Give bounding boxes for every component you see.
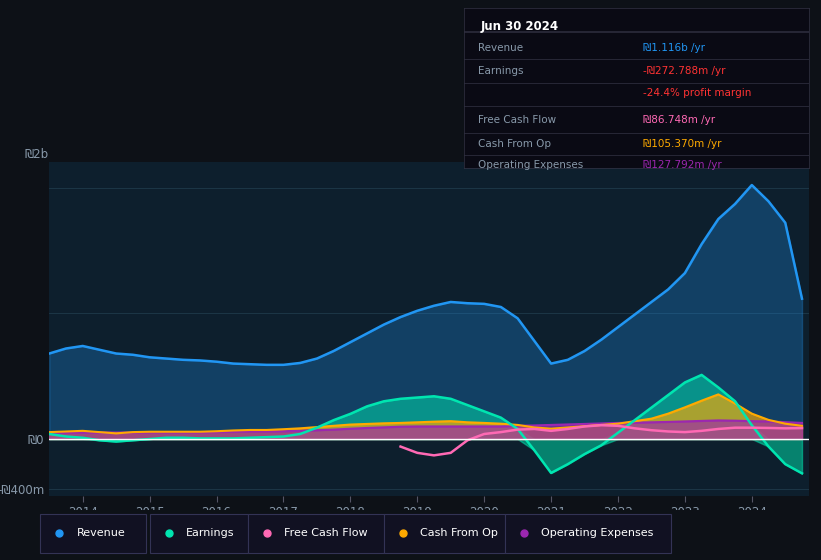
- Text: Earnings: Earnings: [478, 66, 523, 76]
- Text: Cash From Op: Cash From Op: [478, 139, 551, 149]
- FancyBboxPatch shape: [248, 514, 384, 553]
- FancyBboxPatch shape: [150, 514, 248, 553]
- FancyBboxPatch shape: [40, 514, 146, 553]
- Text: Revenue: Revenue: [478, 43, 523, 53]
- Text: ₪105.370m /yr: ₪105.370m /yr: [643, 139, 722, 149]
- Text: ₪127.792m /yr: ₪127.792m /yr: [643, 160, 722, 170]
- Text: Cash From Op: Cash From Op: [420, 529, 498, 538]
- Text: ₪86.748m /yr: ₪86.748m /yr: [643, 115, 715, 125]
- FancyBboxPatch shape: [505, 514, 671, 553]
- Text: ₪1.116b /yr: ₪1.116b /yr: [643, 43, 705, 53]
- Text: Operating Expenses: Operating Expenses: [478, 160, 583, 170]
- Text: Operating Expenses: Operating Expenses: [541, 529, 654, 538]
- Text: Free Cash Flow: Free Cash Flow: [478, 115, 556, 125]
- Text: -₪272.788m /yr: -₪272.788m /yr: [643, 66, 726, 76]
- Text: -24.4% profit margin: -24.4% profit margin: [643, 88, 751, 98]
- Text: ₪2b: ₪2b: [25, 147, 48, 161]
- Text: Revenue: Revenue: [76, 529, 126, 538]
- Text: Jun 30 2024: Jun 30 2024: [481, 20, 559, 32]
- FancyBboxPatch shape: [384, 514, 505, 553]
- Text: Free Cash Flow: Free Cash Flow: [284, 529, 368, 538]
- Text: Earnings: Earnings: [186, 529, 235, 538]
